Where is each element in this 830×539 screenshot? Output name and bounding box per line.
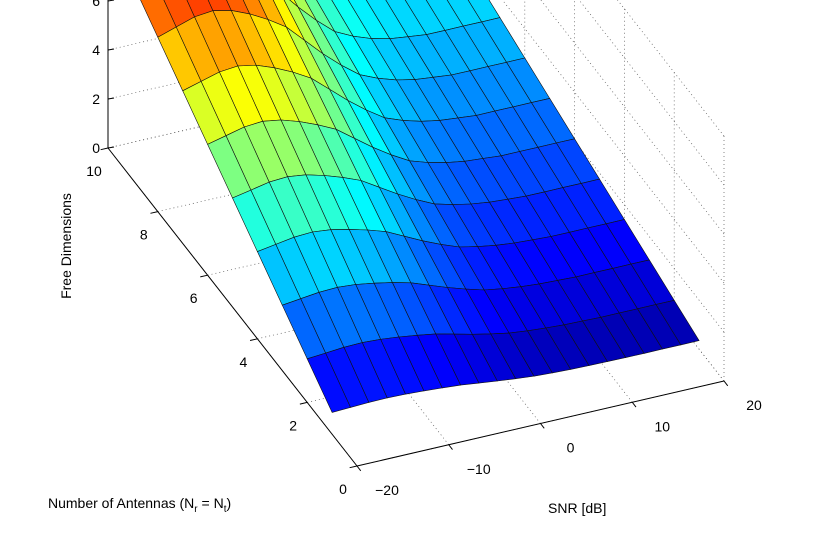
- surface: [140, 0, 700, 413]
- y-tick-label: 8: [140, 227, 148, 243]
- y-tick-label: 4: [240, 354, 248, 370]
- z-tick-label: 2: [92, 91, 100, 107]
- y-axis-line: [107, 147, 358, 467]
- surface-patch: [306, 352, 351, 413]
- x-tick: [356, 465, 362, 472]
- z-tick: [107, 146, 115, 149]
- y-tick-label: 0: [339, 481, 347, 497]
- z-axis-label: Free Dimensions: [58, 193, 74, 299]
- x-tick-label: −10: [467, 461, 491, 477]
- z-tick: [107, 97, 115, 100]
- axis-lines: [100, 0, 729, 472]
- x-tick-label: −20: [375, 482, 399, 498]
- y-axis-label: Number of Antennas (Nr = Nt): [48, 495, 231, 515]
- y-tick-label: 10: [86, 163, 102, 179]
- y-tick: [150, 211, 158, 214]
- z-tick-label: 6: [92, 0, 100, 9]
- y-tick: [349, 465, 358, 469]
- x-tick: [723, 380, 729, 387]
- z-tick-label: 0: [92, 140, 100, 156]
- z-tick: [107, 48, 115, 51]
- y-tick: [299, 401, 308, 405]
- z-tick-label: 4: [92, 42, 100, 58]
- x-tick: [631, 401, 637, 408]
- grid-line: [501, 0, 725, 284]
- x-axis-label: SNR [dB]: [548, 500, 606, 516]
- y-tick: [200, 274, 208, 278]
- tick-labels: −20−100102002468100246810: [86, 0, 762, 498]
- x-tick: [540, 423, 545, 429]
- y-tick: [100, 147, 109, 151]
- y-tick-label: 2: [289, 417, 297, 433]
- x-tick: [448, 444, 453, 450]
- x-tick-label: 10: [654, 418, 670, 434]
- y-tick: [249, 338, 258, 341]
- x-tick-label: 0: [567, 440, 575, 456]
- z-tick: [107, 0, 115, 2]
- x-tick-label: 20: [746, 397, 762, 413]
- y-tick-label: 6: [190, 290, 198, 306]
